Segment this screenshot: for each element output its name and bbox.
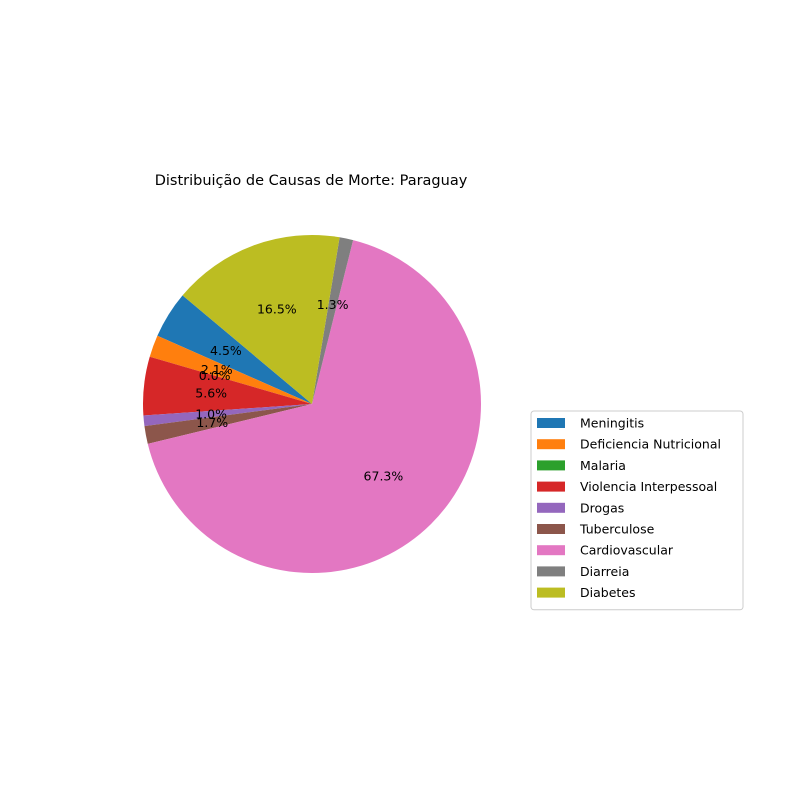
legend-label-malaria: Malaria [580,458,626,473]
pie-percent-labels: 4.5% 2.1%0.0% 5.6% 1.0%1.7% 67.3% 1.3% 16.5% [195,297,403,483]
pie-label-diabetes: 16.5% [257,301,297,316]
legend-label-tuberculose: Tuberculose [579,522,655,537]
legend-label-diarreia: Diarreia [580,564,629,579]
pie-slice-diabetes [182,235,340,404]
pie-slices [143,235,482,574]
legend-swatch-deficiencia-nutricional [537,439,565,450]
legend-swatch-drogas [537,502,565,513]
pie-slice-deficiencia-nutricional [149,335,312,404]
legend-label-deficiencia-nutricional: Deficiencia Nutricional [580,437,721,452]
pie-slice-diarreia [312,237,354,404]
legend-swatch-diarreia [537,566,565,577]
pie-slice-drogas [143,404,312,427]
legend-swatch-malaria [537,460,565,471]
legend-label-meningitis: Meningitis [580,416,644,431]
legend-label-cardiovascular: Cardiovascular [580,543,674,558]
legend-frame [530,410,744,611]
pie-label-violencia-interpessoal: 5.6% [195,386,227,401]
pie-label-tuberculose: 1.7% [196,415,228,430]
legend-swatch-diabetes [537,587,565,598]
pie-label-cardiovascular: 67.3% [364,468,404,483]
legend-swatch-cardiovascular [537,545,565,556]
pie-label-meningitis: 4.5% [210,343,242,358]
pie-label-malaria: 0.0% [199,368,231,383]
pie-label-drogas: 1.0% [195,407,227,422]
pie-slice-meningitis [157,295,312,404]
legend-label-violencia-interpessoal: Violencia Interpessoal [580,479,717,494]
pie-label-deficiencia-nutricional: 2.1% [201,362,233,377]
pie-slice-tuberculose [144,404,312,444]
pie-slice-cardiovascular [147,240,482,574]
pie-slice-violencia-interpessoal [143,356,312,416]
legend-label-drogas: Drogas [580,500,624,515]
chart-title: Distribuição de Causas de Morte: Paragua… [155,173,468,189]
legend-swatch-tuberculose [537,524,565,534]
legend-swatch-violencia-interpessoal [537,481,565,492]
legend: Meningitis Deficiencia Nutricional Malaria… [530,410,744,611]
pie-label-diarreia: 1.3% [317,297,349,312]
legend-label-diabetes: Diabetes [580,585,636,600]
legend-swatch-meningitis [537,418,565,428]
